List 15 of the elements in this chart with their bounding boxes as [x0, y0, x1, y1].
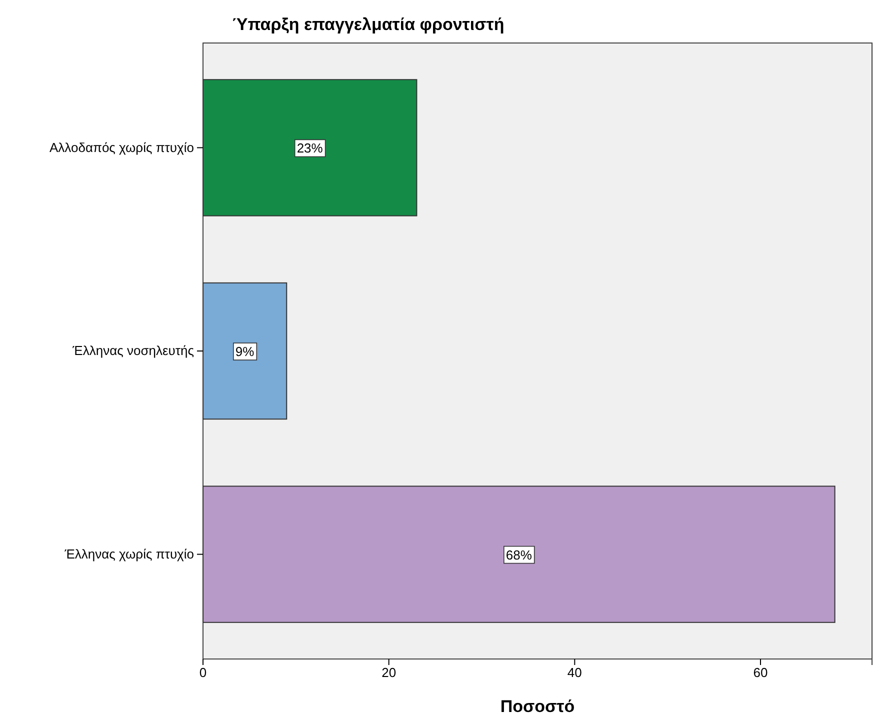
y-tick-label: Έλληνας νοσηλευτής: [72, 343, 194, 358]
bar: [202, 282, 288, 420]
chart-title: Ύπαρξη επαγγελματία φροντιστή: [232, 15, 504, 34]
data-label: 23%: [296, 140, 324, 156]
y-tick-label: Έλληνας χωρίς πτυχίο: [64, 546, 194, 562]
x-tick-label: 60: [753, 665, 768, 680]
data-label: 68%: [506, 547, 532, 562]
data-label: 9%: [235, 344, 255, 359]
y-tick-label: Αλλοδαπός χωρίς πτυχίο: [50, 140, 194, 155]
bar: [202, 79, 418, 216]
x-tick-label: 40: [567, 665, 582, 680]
bar: [202, 486, 836, 623]
x-tick-label: 0: [199, 665, 207, 680]
x-axis-title: Ποσοστό: [500, 697, 575, 716]
x-tick-label: 20: [382, 665, 396, 680]
